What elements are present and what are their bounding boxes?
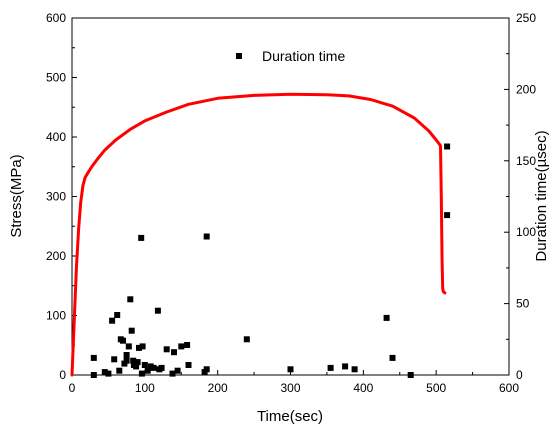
duration-point <box>327 364 334 371</box>
duration-point <box>407 372 414 378</box>
duration-point <box>130 357 137 364</box>
duration-point <box>109 317 116 324</box>
duration-point <box>134 359 141 366</box>
y2-tick-label: 50 <box>516 297 530 311</box>
plot-frame <box>71 17 510 376</box>
duration-point <box>184 342 191 348</box>
x-tick-label: 0 <box>69 381 76 395</box>
stress-line-layer <box>70 92 447 377</box>
duration-point <box>169 370 176 377</box>
duration-point <box>178 343 185 350</box>
x-tick-label: 400 <box>353 381 373 395</box>
duration-point <box>138 370 145 377</box>
duration-point <box>383 314 390 321</box>
duration-point <box>90 354 97 361</box>
x-tick-label: 300 <box>280 381 300 395</box>
duration-point <box>150 364 157 371</box>
duration-point <box>444 143 451 150</box>
duration-point <box>144 367 151 374</box>
duration-point <box>203 366 210 373</box>
duration-point <box>243 336 250 343</box>
x-axis-title: Time(sec) <box>257 408 323 425</box>
duration-point <box>163 346 170 353</box>
duration-point <box>130 362 137 368</box>
duration-point <box>123 352 130 358</box>
duration-point <box>158 364 165 371</box>
duration-point <box>389 354 396 361</box>
duration-point <box>287 366 294 373</box>
duration-point <box>127 296 134 303</box>
duration-point <box>203 233 210 240</box>
x-tick-label: 500 <box>426 381 446 395</box>
duration-point <box>174 367 181 374</box>
y2-axis-title: Duration time(µsec) <box>533 130 550 261</box>
duration-point <box>90 372 97 378</box>
duration-point <box>123 357 130 364</box>
legend-marker-square <box>236 53 242 59</box>
legend-label: Duration time <box>262 48 345 64</box>
y2-tick-label: 0 <box>516 368 523 382</box>
stress-line <box>70 92 447 377</box>
y-tick-label: 0 <box>59 368 66 382</box>
y-tick-label: 500 <box>46 71 66 85</box>
y-tick-label: 400 <box>46 130 66 144</box>
y2-tick-label: 250 <box>516 11 536 25</box>
duration-point <box>141 362 148 368</box>
duration-point <box>120 337 126 344</box>
duration-points-layer <box>90 143 451 378</box>
legend: Duration time <box>236 48 345 64</box>
duration-point <box>154 307 161 314</box>
y2-tick-label: 100 <box>516 225 536 239</box>
y2-tick-label: 200 <box>516 82 536 96</box>
duration-point <box>128 327 135 334</box>
duration-point <box>114 312 121 318</box>
ticks-layer: 0 100 200 300 400 500 600010020030040050060005… <box>46 11 536 395</box>
y-axis-title: Stress(MPa) <box>8 154 25 237</box>
duration-point <box>111 356 118 363</box>
duration-point <box>444 212 451 219</box>
duration-point <box>185 362 192 368</box>
y-tick-label: 300 <box>46 190 66 204</box>
duration-point <box>351 366 358 373</box>
duration-point <box>342 363 349 370</box>
x-tick-label: 600 <box>499 381 519 395</box>
duration-point <box>116 367 123 374</box>
duration-point <box>125 343 132 350</box>
duration-point <box>138 234 145 241</box>
y-tick-label: 600 <box>46 11 66 25</box>
y-tick-label: 200 <box>46 249 66 263</box>
y2-tick-label: 150 <box>516 154 536 168</box>
x-tick-label: 100 <box>135 381 155 395</box>
duration-point <box>101 369 108 376</box>
duration-point <box>139 343 146 350</box>
duration-point <box>171 349 177 356</box>
y-tick-label: 100 <box>46 309 66 323</box>
x-tick-label: 200 <box>208 381 228 395</box>
duration-point <box>136 344 142 351</box>
duration-point <box>105 370 112 377</box>
